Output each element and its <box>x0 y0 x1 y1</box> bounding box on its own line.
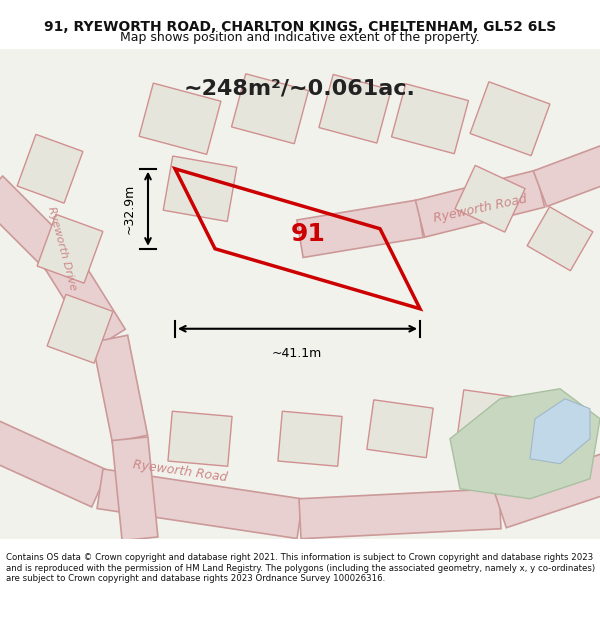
Polygon shape <box>299 489 501 539</box>
Polygon shape <box>92 335 148 442</box>
Text: Contains OS data © Crown copyright and database right 2021. This information is : Contains OS data © Crown copyright and d… <box>6 553 595 583</box>
Polygon shape <box>45 249 125 348</box>
Polygon shape <box>47 294 113 363</box>
Polygon shape <box>0 421 108 507</box>
Polygon shape <box>530 399 590 464</box>
Polygon shape <box>415 171 545 237</box>
Polygon shape <box>455 166 525 232</box>
Text: 91, RYEWORTH ROAD, CHARLTON KINGS, CHELTENHAM, GL52 6LS: 91, RYEWORTH ROAD, CHARLTON KINGS, CHELT… <box>44 20 556 34</box>
Polygon shape <box>0 176 73 271</box>
Polygon shape <box>278 411 342 466</box>
Polygon shape <box>470 82 550 156</box>
Polygon shape <box>17 134 83 203</box>
Polygon shape <box>450 389 600 499</box>
Text: Map shows position and indicative extent of the property.: Map shows position and indicative extent… <box>120 31 480 44</box>
Text: 91: 91 <box>290 222 325 246</box>
Text: Ryeworth Drive: Ryeworth Drive <box>46 206 78 292</box>
Text: Ryeworth Road: Ryeworth Road <box>132 458 228 484</box>
Polygon shape <box>163 156 237 221</box>
Text: ~248m²/~0.061ac.: ~248m²/~0.061ac. <box>184 79 416 99</box>
Polygon shape <box>139 83 221 154</box>
Text: ~41.1m: ~41.1m <box>272 347 322 360</box>
Polygon shape <box>97 469 303 539</box>
Polygon shape <box>0 49 600 539</box>
Polygon shape <box>112 437 158 541</box>
Text: ~32.9m: ~32.9m <box>123 184 136 234</box>
Text: Ryeworth Road: Ryeworth Road <box>432 192 528 225</box>
Polygon shape <box>168 411 232 466</box>
Polygon shape <box>494 450 600 528</box>
Polygon shape <box>391 84 469 154</box>
Polygon shape <box>527 207 593 271</box>
Polygon shape <box>457 390 523 448</box>
Polygon shape <box>319 74 391 143</box>
Polygon shape <box>367 400 433 458</box>
Polygon shape <box>533 141 600 206</box>
Polygon shape <box>297 200 423 258</box>
Polygon shape <box>232 74 308 144</box>
Polygon shape <box>37 214 103 283</box>
